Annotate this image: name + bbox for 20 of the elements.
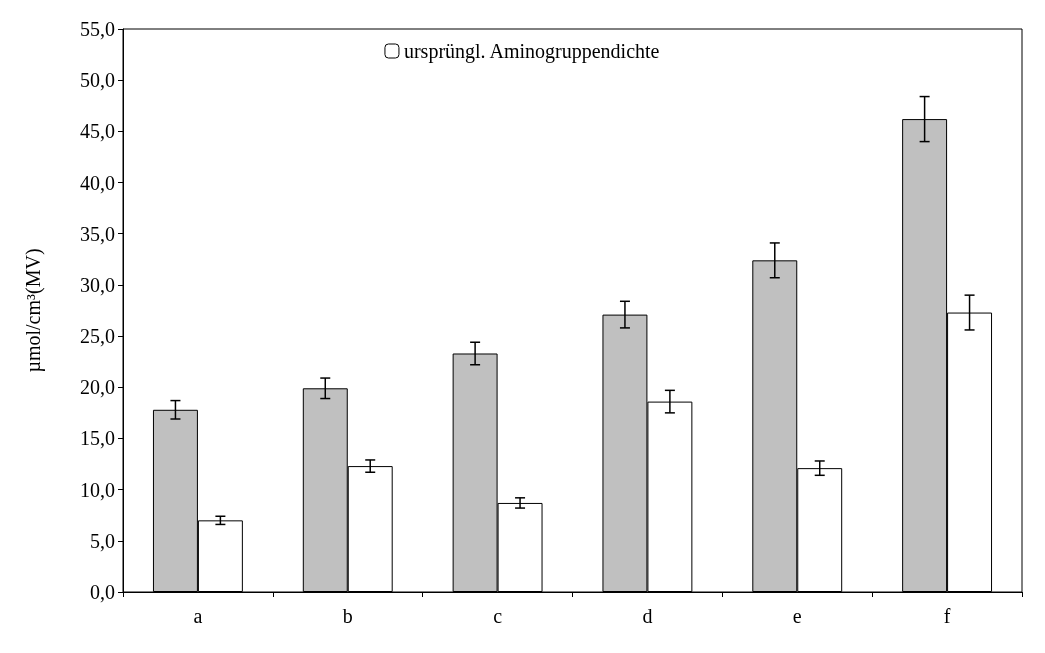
x-tick-label: c: [493, 605, 503, 627]
x-tick-label: e: [792, 605, 802, 627]
y-tick-label: 20,0: [80, 376, 115, 399]
y-axis-title: µmol/cm³(MV): [22, 248, 45, 373]
y-tick-label: 30,0: [80, 273, 115, 296]
y-tick-label: 25,0: [80, 325, 115, 348]
y-tick-label: 35,0: [80, 222, 115, 245]
y-tick-label: 50,0: [80, 69, 115, 92]
y-tick-label: 55,0: [80, 18, 115, 40]
legend-label: ursprüngl. Aminogruppendichte: [403, 40, 660, 63]
y-tick-label: 5,0: [90, 529, 115, 552]
y-tick-label: 45,0: [80, 120, 115, 143]
x-tick-label: b: [342, 605, 353, 627]
y-tick-label: 40,0: [80, 171, 115, 194]
x-tick-label: a: [193, 605, 203, 627]
y-tick-label: 10,0: [80, 478, 115, 501]
x-tick-label: f: [943, 605, 951, 627]
y-tick-label: 0,0: [90, 581, 115, 603]
x-tick-label: d: [642, 605, 653, 627]
y-tick-label: 15,0: [80, 427, 115, 450]
